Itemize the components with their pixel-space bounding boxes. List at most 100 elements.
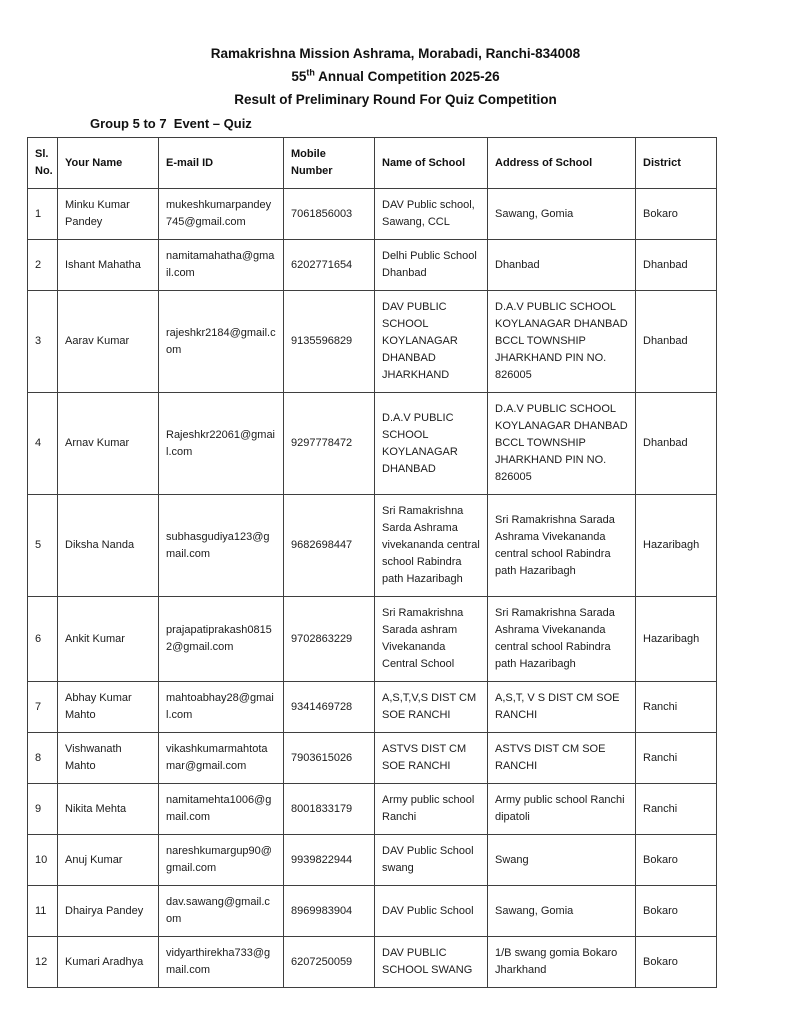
table-row: 7 Abhay Kumar Mahto mahtoabhay28@gmail.c… (27, 681, 717, 733)
cell-sl-no: 11 (27, 885, 58, 937)
cell-address-of-school: Army public school Ranchi dipatoli (487, 783, 636, 835)
cell-sl-no: 9 (27, 783, 58, 835)
cell-district: Dhanbad (635, 239, 717, 291)
cell-address-of-school: ASTVS DIST CM SOE RANCHI (487, 732, 636, 784)
cell-address-of-school: D.A.V PUBLIC SCHOOL KOYLANAGAR DHANBAD B… (487, 290, 636, 393)
cell-email-id: dav.sawang@gmail.com (158, 885, 284, 937)
cell-district: Ranchi (635, 681, 717, 733)
col-header-your-name: Your Name (57, 137, 159, 189)
cell-name-of-school: DAV Public school, Sawang, CCL (374, 188, 488, 240)
cell-mobile-number: 8001833179 (283, 783, 375, 835)
cell-your-name: Dhairya Pandey (57, 885, 159, 937)
cell-district: Hazaribagh (635, 494, 717, 597)
cell-name-of-school: Sri Ramakrishna Sarda Ashrama vivekanand… (374, 494, 488, 597)
cell-your-name: Aarav Kumar (57, 290, 159, 393)
cell-sl-no: 5 (27, 494, 58, 597)
table-row: 3 Aarav Kumar rajeshkr2184@gmail.com 913… (27, 290, 717, 393)
cell-address-of-school: A,S,T, V S DIST CM SOE RANCHI (487, 681, 636, 733)
title-line-2-ordinal: th (306, 67, 315, 78)
cell-mobile-number: 9939822944 (283, 834, 375, 886)
cell-your-name: Minku Kumar Pandey (57, 188, 159, 240)
cell-district: Dhanbad (635, 290, 717, 393)
col-header-name-of-school: Name of School (374, 137, 488, 189)
cell-address-of-school: Sri Ramakrishna Sarada Ashrama Vivekanan… (487, 494, 636, 597)
cell-your-name: Arnav Kumar (57, 392, 159, 495)
cell-address-of-school: Swang (487, 834, 636, 886)
cell-name-of-school: Delhi Public School Dhanbad (374, 239, 488, 291)
results-table: Sl. No. Your Name E-mail ID Mobile Numbe… (27, 137, 717, 988)
cell-sl-no: 10 (27, 834, 58, 886)
cell-email-id: Rajeshkr22061@gmail.com (158, 392, 284, 495)
cell-mobile-number: 9702863229 (283, 596, 375, 682)
cell-mobile-number: 9297778472 (283, 392, 375, 495)
cell-your-name: Kumari Aradhya (57, 936, 159, 988)
col-header-district: District (635, 137, 717, 189)
cell-mobile-number: 9135596829 (283, 290, 375, 393)
cell-address-of-school: Dhanbad (487, 239, 636, 291)
table-row: 6 Ankit Kumar prajapatiprakash08152@gmai… (27, 596, 717, 682)
table-row: 12 Kumari Aradhya vidyarthirekha733@gmai… (27, 936, 717, 988)
cell-email-id: namitamehta1006@gmail.com (158, 783, 284, 835)
table-body: 1 Minku Kumar Pandey mukeshkumarpandey74… (27, 188, 717, 988)
cell-address-of-school: Sawang, Gomia (487, 885, 636, 937)
table-row: 8 Vishwanath Mahto vikashkumarmahtotamar… (27, 732, 717, 784)
cell-name-of-school: DAV Public School swang (374, 834, 488, 886)
cell-mobile-number: 9341469728 (283, 681, 375, 733)
cell-name-of-school: DAV Public School (374, 885, 488, 937)
cell-district: Ranchi (635, 732, 717, 784)
table-header: Sl. No. Your Name E-mail ID Mobile Numbe… (27, 137, 717, 189)
cell-name-of-school: Army public school Ranchi (374, 783, 488, 835)
cell-email-id: mukeshkumarpandey745@gmail.com (158, 188, 284, 240)
cell-district: Bokaro (635, 936, 717, 988)
title-line-2-number: 55 (291, 69, 307, 84)
table-row: 1 Minku Kumar Pandey mukeshkumarpandey74… (27, 188, 717, 240)
cell-sl-no: 1 (27, 188, 58, 240)
cell-district: Dhanbad (635, 392, 717, 495)
col-header-address-of-school: Address of School (487, 137, 636, 189)
cell-name-of-school: D.A.V PUBLIC SCHOOL KOYLANAGAR DHANBAD (374, 392, 488, 495)
cell-sl-no: 2 (27, 239, 58, 291)
cell-district: Ranchi (635, 783, 717, 835)
cell-mobile-number: 6202771654 (283, 239, 375, 291)
table-row: 4 Arnav Kumar Rajeshkr22061@gmail.com 92… (27, 392, 717, 495)
title-line-1: Ramakrishna Mission Ashrama, Morabadi, R… (210, 46, 581, 61)
cell-address-of-school: Sawang, Gomia (487, 188, 636, 240)
col-header-email-id: E-mail ID (158, 137, 284, 189)
table-row: 5 Diksha Nanda subhasgudiya123@gmail.com… (27, 494, 717, 597)
table-row: 11 Dhairya Pandey dav.sawang@gmail.com 8… (27, 885, 717, 937)
cell-district: Hazaribagh (635, 596, 717, 682)
cell-sl-no: 4 (27, 392, 58, 495)
cell-email-id: vidyarthirekha733@gmail.com (158, 936, 284, 988)
cell-your-name: Abhay Kumar Mahto (57, 681, 159, 733)
cell-email-id: mahtoabhay28@gmail.com (158, 681, 284, 733)
cell-your-name: Diksha Nanda (57, 494, 159, 597)
cell-address-of-school: 1/B swang gomia Bokaro Jharkhand (487, 936, 636, 988)
document-title-block: Ramakrishna Mission Ashrama, Morabadi, R… (0, 42, 791, 111)
cell-email-id: subhasgudiya123@gmail.com (158, 494, 284, 597)
col-header-mobile-number: Mobile Number (283, 137, 375, 189)
cell-mobile-number: 9682698447 (283, 494, 375, 597)
cell-your-name: Anuj Kumar (57, 834, 159, 886)
cell-name-of-school: DAV PUBLIC SCHOOL SWANG (374, 936, 488, 988)
cell-your-name: Ishant Mahatha (57, 239, 159, 291)
title-line-2: 55th Annual Competition 2025-26 (0, 65, 791, 88)
cell-your-name: Vishwanath Mahto (57, 732, 159, 784)
table-row: 10 Anuj Kumar nareshkumargup90@gmail.com… (27, 834, 717, 886)
cell-email-id: prajapatiprakash08152@gmail.com (158, 596, 284, 682)
title-line-3: Result of Preliminary Round For Quiz Com… (234, 92, 557, 107)
cell-your-name: Nikita Mehta (57, 783, 159, 835)
cell-name-of-school: A,S,T,V,S DIST CM SOE RANCHI (374, 681, 488, 733)
cell-sl-no: 6 (27, 596, 58, 682)
group-event-line: Group 5 to 7 Event – Quiz (90, 116, 252, 131)
cell-name-of-school: Sri Ramakrishna Sarada ashram Vivekanand… (374, 596, 488, 682)
cell-your-name: Ankit Kumar (57, 596, 159, 682)
cell-sl-no: 8 (27, 732, 58, 784)
table-header-row: Sl. No. Your Name E-mail ID Mobile Numbe… (27, 137, 717, 189)
cell-sl-no: 7 (27, 681, 58, 733)
cell-address-of-school: D.A.V PUBLIC SCHOOL KOYLANAGAR DHANBAD B… (487, 392, 636, 495)
cell-email-id: nareshkumargup90@gmail.com (158, 834, 284, 886)
cell-email-id: vikashkumarmahtotamar@gmail.com (158, 732, 284, 784)
cell-sl-no: 12 (27, 936, 58, 988)
cell-name-of-school: ASTVS DIST CM SOE RANCHI (374, 732, 488, 784)
